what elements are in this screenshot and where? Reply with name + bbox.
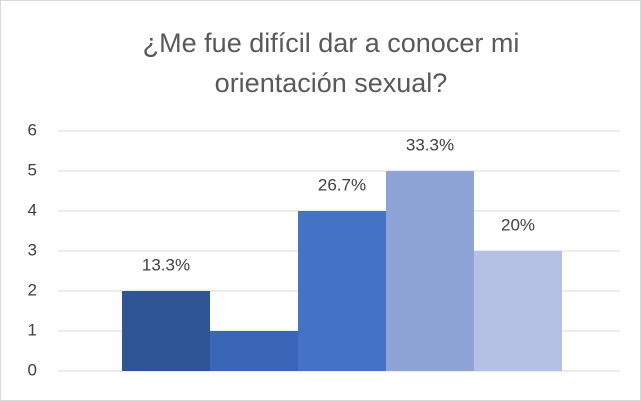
y-tick-label: 3 bbox=[28, 240, 37, 259]
y-tick-label: 5 bbox=[28, 160, 37, 179]
y-tick-label: 4 bbox=[28, 200, 37, 219]
bar bbox=[386, 171, 474, 371]
data-label: 33.3% bbox=[406, 135, 454, 154]
data-label: 13.3% bbox=[142, 255, 190, 274]
y-tick-label: 2 bbox=[28, 280, 37, 299]
data-label: 26.7% bbox=[318, 175, 366, 194]
y-tick-label: 1 bbox=[28, 320, 37, 339]
y-tick-label: 6 bbox=[28, 120, 37, 139]
bar bbox=[298, 211, 386, 371]
y-tick-label: 0 bbox=[28, 360, 37, 379]
bar bbox=[474, 251, 562, 371]
data-label: 20% bbox=[501, 215, 535, 234]
bar bbox=[122, 291, 210, 371]
bar bbox=[210, 331, 298, 371]
chart-title: ¿Me fue difícil dar a conocer mi orienta… bbox=[142, 28, 520, 98]
